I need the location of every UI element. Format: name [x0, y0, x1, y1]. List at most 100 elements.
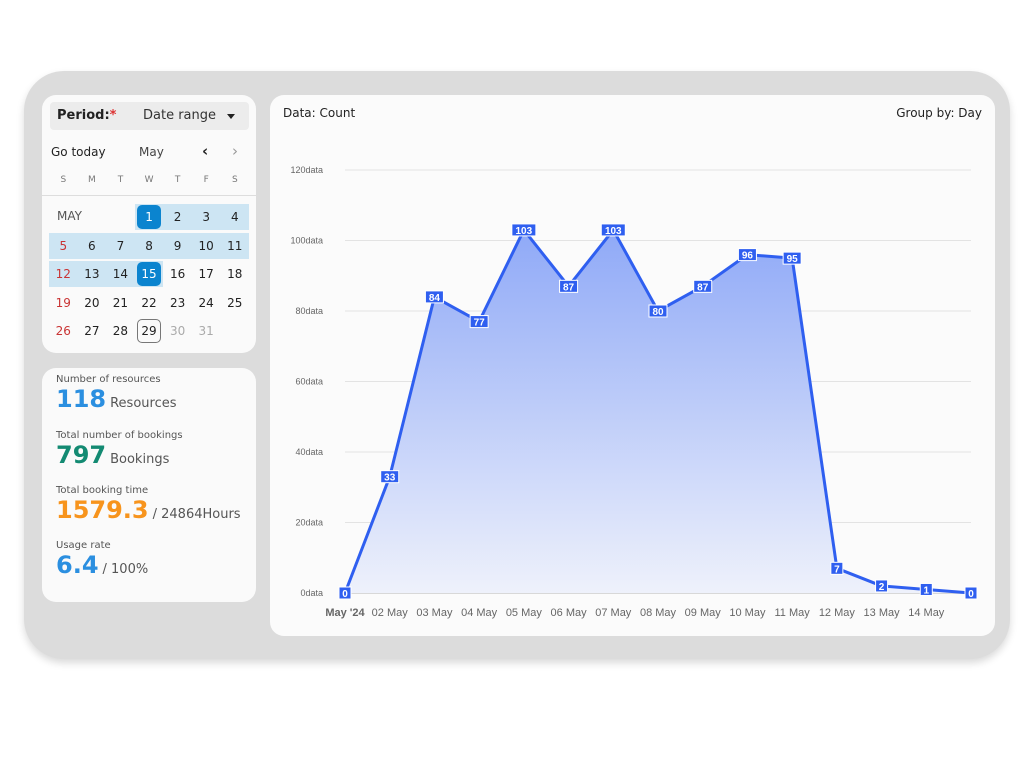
calendar-day[interactable]: 13 [77, 261, 107, 287]
stat-unit: / 100% [102, 562, 149, 577]
data-label-box [559, 279, 579, 293]
calendar-day[interactable]: 12 [49, 261, 78, 287]
data-type-label: Data: Count [283, 106, 356, 120]
stats-panel: Number of resources 118 Resources Total num… [42, 368, 256, 602]
calendar-day[interactable]: 17 [198, 267, 214, 281]
data-label-box [424, 290, 444, 304]
data-label: 95 [787, 254, 799, 265]
y-tick-label: 40data [295, 447, 323, 457]
data-label: 2 [879, 582, 885, 593]
calendar-day[interactable]: 28 [112, 324, 129, 338]
calendar-day[interactable]: 24 [198, 295, 214, 310]
data-label: 80 [652, 307, 664, 318]
x-tick-label: 12 May [819, 607, 856, 619]
period-value: Date range [143, 108, 217, 123]
y-tick-label: 60data [295, 377, 323, 387]
caret-down-icon [227, 114, 235, 119]
calendar-day[interactable]: 18 [227, 267, 243, 281]
calendar-day[interactable]: 15 [134, 261, 164, 287]
calendar-grid: MAY 1 2 3 4 5 6 7 8 9 10 11 12 13 14 15 16 17 18 19 20 21 22 23… [49, 203, 250, 346]
calendar-day[interactable]: 9 [163, 232, 192, 259]
calendar-day[interactable]: 27 [84, 324, 100, 338]
stat-item: Usage rate 6.4/ 100% [56, 540, 148, 579]
data-label: 103 [516, 226, 533, 237]
stat-title: Usage rate [56, 540, 111, 551]
calendar-day: 30 [169, 324, 186, 338]
calendar-day[interactable]: 20 [84, 295, 100, 310]
y-tick-label: 0data [300, 588, 323, 598]
x-tick-label: 07 May [595, 607, 632, 619]
data-label-box [737, 248, 757, 262]
calendar-day[interactable]: 5 [49, 232, 78, 259]
empty-cell [49, 204, 78, 230]
data-label-box [875, 579, 889, 593]
data-label-box [648, 304, 668, 318]
calendar-day[interactable]: 26 [55, 324, 71, 338]
calendar-day: 31 [198, 324, 214, 338]
calendar-week: 26 27 28 29 30 31 [49, 317, 249, 346]
stat-value: 797 [56, 441, 107, 469]
calendar-day[interactable]: 14 [106, 261, 135, 287]
data-label: 1 [924, 585, 930, 596]
go-today-button[interactable]: Go today [51, 145, 106, 159]
stat-value: 6.4 [56, 551, 99, 579]
data-label: 96 [742, 251, 754, 262]
chevron-left-icon[interactable]: ‹ [202, 142, 209, 160]
calendar-week: MAY 1 2 3 4 [49, 203, 250, 232]
period-select[interactable]: Period:* Date range [50, 102, 249, 130]
calendar-day[interactable]: 2 [163, 204, 192, 230]
calendar-day[interactable]: 10 [191, 232, 221, 259]
x-tick-label: May '24 [325, 607, 365, 619]
calendar-week: 19 20 21 22 23 24 25 [49, 289, 249, 318]
data-label-box [693, 279, 713, 293]
calendar-week: 5 6 7 8 9 10 11 [49, 232, 250, 261]
calendar-day[interactable]: 6 [77, 232, 107, 259]
x-tick-label: 10 May [729, 607, 766, 619]
x-tick-label: 13 May [864, 607, 901, 619]
data-label-box [380, 470, 400, 484]
calendar-day[interactable]: 4 [220, 204, 250, 230]
data-label: 33 [384, 473, 396, 484]
stat-item: Number of resources 118 Resources [56, 374, 177, 413]
stat-value: 118 [56, 385, 107, 413]
calendar-day[interactable]: 16 [169, 267, 186, 281]
stat-title: Total number of bookings [56, 430, 183, 441]
area-fill [345, 229, 971, 594]
calendar-day[interactable]: 29 [135, 318, 164, 344]
calendar-day[interactable]: 22 [141, 295, 157, 310]
calendar-day[interactable]: 25 [227, 295, 243, 310]
month-title: May [139, 145, 164, 159]
data-label-box [782, 251, 802, 265]
calendar-day[interactable]: 23 [169, 295, 186, 310]
stat-unit: / 24864Hours [152, 507, 241, 522]
chart-panel: Data: Count Group by: Day 0data 20data 40d… [270, 95, 995, 636]
x-tick-label: 08 May [640, 607, 677, 619]
weekday-1: M [88, 175, 96, 185]
data-label: 0 [342, 589, 348, 600]
calendar-day[interactable]: 21 [112, 295, 129, 310]
x-tick-label: 05 May [506, 607, 543, 619]
calendar-day[interactable]: 8 [134, 232, 164, 259]
calendar-day[interactable]: 7 [106, 232, 135, 259]
y-tick-label: 100data [290, 236, 323, 246]
stat-value: 1579.3 [56, 496, 149, 524]
data-label-box [511, 223, 537, 237]
stat-unit: Bookings [110, 452, 170, 467]
month-label: MAY [57, 209, 82, 223]
period-label: Period:* [57, 108, 117, 123]
stat-title: Total booking time [56, 485, 149, 496]
calendar-day[interactable]: 19 [55, 295, 71, 310]
empty-cell [220, 318, 249, 344]
weekday-2: T [117, 175, 124, 185]
data-label: 87 [697, 282, 709, 293]
calendar-day[interactable]: 1 [134, 204, 164, 230]
data-label: 7 [834, 564, 840, 575]
calendar-day[interactable]: 3 [191, 204, 221, 230]
weekday-6: S [232, 175, 238, 185]
calendar-day[interactable]: 11 [220, 232, 250, 259]
chevron-right-icon[interactable]: › [232, 142, 238, 160]
weekday-4: T [174, 175, 181, 185]
empty-cell [78, 204, 107, 230]
data-label: 77 [474, 318, 486, 329]
data-label-box [338, 586, 352, 600]
